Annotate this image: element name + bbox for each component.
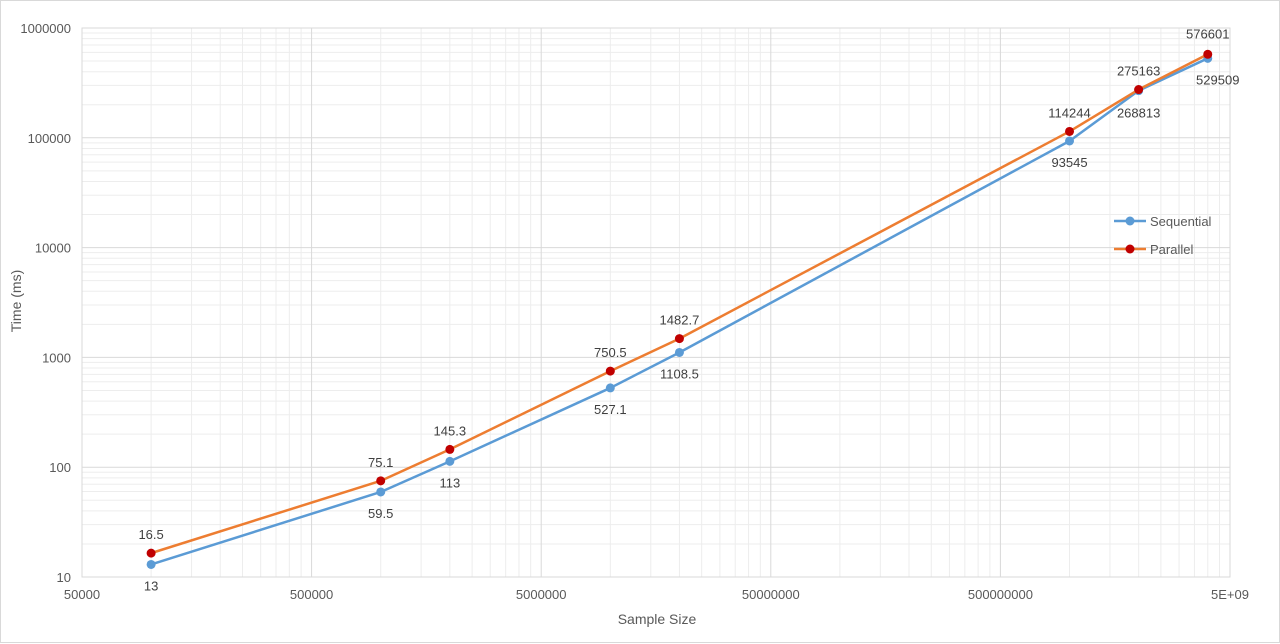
data-label-parallel: 275163 xyxy=(1117,64,1160,79)
data-label-sequential: 268813 xyxy=(1117,106,1160,121)
data-label-sequential: 1108.5 xyxy=(660,366,699,381)
data-labels: 13 59.5 113 527.1 1108.5 93545 268813 529509 16.… xyxy=(138,26,1239,593)
x-tick-label: 50000 xyxy=(64,587,100,602)
data-label-sequential: 113 xyxy=(439,475,460,490)
y-tick-label: 10 xyxy=(57,570,71,585)
data-label-sequential: 13 xyxy=(144,578,158,593)
plot-area-frame xyxy=(81,27,1231,578)
y-tick-label: 1000000 xyxy=(20,21,71,36)
x-tick-label: 5000000 xyxy=(516,587,567,602)
data-point-sequential xyxy=(1065,136,1075,146)
data-point-sequential xyxy=(376,487,386,497)
data-label-parallel: 145.3 xyxy=(434,423,467,438)
y-tick-label: 1000 xyxy=(42,350,71,365)
data-label-sequential: 529509 xyxy=(1196,72,1239,87)
data-point-sequential xyxy=(605,383,615,393)
data-point-parallel xyxy=(445,444,455,454)
axes: 10 100 1000 10000 100000 1000000 50000 500000 50… xyxy=(20,21,1249,602)
data-point-parallel xyxy=(1134,85,1144,95)
y-axis-title: Time (ms) xyxy=(8,270,24,332)
legend: Sequential Parallel xyxy=(1114,214,1212,257)
data-label-parallel: 576601 xyxy=(1186,26,1229,41)
data-label-parallel: 114244 xyxy=(1048,105,1090,120)
data-point-sequential xyxy=(674,347,684,357)
data-label-parallel: 75.1 xyxy=(368,455,393,470)
legend-label-sequential: Sequential xyxy=(1150,214,1212,229)
data-point-parallel xyxy=(1203,49,1213,59)
data-label-parallel: 1482.7 xyxy=(660,313,700,328)
data-label-sequential: 59.5 xyxy=(368,506,393,521)
series-line-sequential xyxy=(150,57,1209,566)
x-tick-label: 50000000 xyxy=(742,587,800,602)
x-tick-label: 5E+09 xyxy=(1211,587,1249,602)
data-label-parallel: 750.5 xyxy=(594,345,627,360)
data-label-sequential: 93545 xyxy=(1051,155,1087,170)
series xyxy=(146,49,1213,569)
y-tick-label: 10000 xyxy=(35,241,71,256)
data-point-sequential xyxy=(146,559,156,569)
data-point-sequential xyxy=(445,456,455,466)
data-point-parallel xyxy=(376,476,386,486)
x-tick-label: 500000000 xyxy=(968,587,1033,602)
data-label-sequential: 527.1 xyxy=(594,402,627,417)
legend-marker-parallel xyxy=(1125,244,1135,254)
data-point-parallel xyxy=(146,548,156,558)
grid xyxy=(81,27,1231,578)
y-tick-label: 100000 xyxy=(28,131,71,146)
series-line-parallel xyxy=(150,53,1209,555)
data-point-parallel xyxy=(674,334,684,344)
x-tick-label: 500000 xyxy=(290,587,333,602)
legend-label-parallel: Parallel xyxy=(1150,242,1193,257)
data-point-parallel xyxy=(1065,126,1075,136)
y-tick-label: 100 xyxy=(49,460,71,475)
data-point-parallel xyxy=(605,366,615,376)
data-label-parallel: 16.5 xyxy=(138,527,163,542)
legend-marker-sequential xyxy=(1125,216,1135,226)
x-axis-title: Sample Size xyxy=(618,611,697,627)
